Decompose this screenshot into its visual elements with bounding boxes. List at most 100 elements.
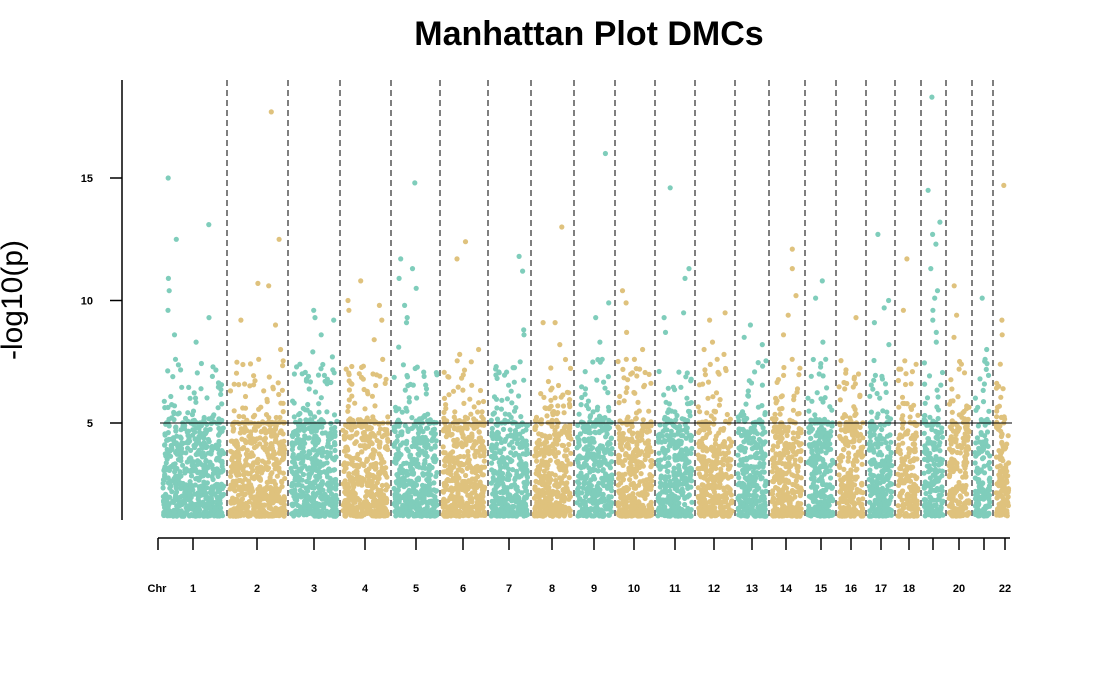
point-chr2 [233, 370, 240, 376]
point-chr4 [342, 498, 348, 504]
point-chr11 [656, 368, 662, 375]
point-chr5 [428, 446, 434, 452]
point-chr10 [620, 495, 626, 501]
point-chr4 [342, 503, 348, 509]
point-chr9 [595, 448, 601, 454]
point-chr11 [688, 400, 694, 406]
point-chr10 [627, 477, 633, 483]
point-chr4 [360, 363, 366, 369]
point-chr7 [512, 428, 519, 434]
point-chr6 [457, 453, 463, 460]
point-chr4 [380, 509, 386, 515]
point-chr4 [350, 417, 356, 423]
point-chr11 [668, 512, 675, 518]
point-chr3 [300, 405, 306, 411]
point-chr1 [219, 458, 225, 464]
point-chr11 [669, 408, 675, 414]
point-chr3 [303, 509, 309, 515]
point-chr7 [517, 455, 523, 461]
point-chr10 [634, 439, 640, 445]
point-chr2 [257, 488, 263, 494]
point-chr2 [234, 449, 240, 455]
point-chr5 [423, 391, 429, 397]
point-chr5 [394, 438, 400, 444]
point-chr2 [281, 450, 287, 456]
point-chr6 [460, 485, 466, 491]
point-chr10 [616, 457, 622, 464]
point-chr3 [309, 468, 315, 474]
point-chr10 [615, 482, 622, 488]
point-chr7 [513, 486, 519, 492]
point-chr4 [382, 513, 388, 519]
point-chr1 [185, 410, 191, 416]
point-chr2 [261, 388, 267, 394]
point-chr8 [555, 403, 561, 409]
point-chr9 [591, 491, 597, 497]
point-chr10 [640, 493, 646, 499]
point-chr8 [567, 404, 573, 410]
point-chr11 [665, 385, 671, 391]
point-chr3 [296, 512, 302, 518]
point-chr1 [172, 494, 178, 500]
point-chr1 [162, 431, 168, 437]
point-chr2 [227, 388, 234, 394]
point-chr9 [588, 507, 594, 513]
point-chr6 [480, 416, 486, 422]
point-chr3 [309, 429, 315, 435]
point-chr11 [667, 481, 673, 487]
point-chr2 [260, 467, 266, 473]
point-chr4 [385, 436, 391, 442]
point-chr5 [411, 456, 417, 462]
point-chr11 [675, 479, 681, 486]
point-chr7 [514, 513, 520, 519]
point-chr6 [452, 508, 459, 514]
point-chr3 [333, 498, 339, 504]
point-chr8 [546, 480, 553, 486]
point-chr11-top [662, 329, 669, 335]
point-chr8 [532, 486, 538, 492]
point-chr1-top [165, 275, 171, 281]
point-chr9 [592, 458, 598, 464]
point-chr9 [605, 404, 612, 410]
point-chr5 [431, 433, 437, 439]
point-chr1 [188, 469, 194, 475]
point-chr8 [542, 405, 548, 411]
point-chr1 [171, 411, 177, 417]
point-chr1 [208, 494, 214, 501]
point-chr7 [524, 474, 531, 480]
point-chr3 [327, 475, 333, 481]
point-chr5 [420, 429, 426, 435]
point-chr3 [317, 463, 323, 469]
point-chr5-top [402, 302, 408, 308]
point-chr7 [514, 440, 520, 446]
point-chr3 [288, 465, 294, 471]
point-chr6 [455, 384, 461, 390]
point-chr2 [257, 497, 263, 503]
point-chr6 [469, 382, 475, 388]
point-chr1 [171, 510, 177, 516]
point-chr7 [494, 441, 500, 447]
point-chr6 [450, 388, 457, 394]
point-chr10 [642, 440, 649, 446]
point-chr3 [314, 503, 320, 509]
point-chr1 [218, 469, 224, 475]
point-chr5 [432, 443, 438, 449]
point-chr4 [376, 475, 382, 481]
point-chr7 [497, 448, 503, 454]
point-chr2 [256, 467, 262, 473]
point-chr7 [507, 427, 513, 433]
point-chr5 [402, 492, 408, 498]
point-chr4 [342, 489, 348, 495]
point-chr6 [457, 418, 463, 424]
point-chr9 [577, 431, 584, 437]
point-chr3 [316, 513, 322, 519]
point-chr3 [318, 483, 324, 489]
point-chr11 [687, 513, 694, 519]
point-chr1 [168, 453, 174, 459]
point-chr9 [604, 461, 610, 467]
point-chr10 [623, 436, 630, 442]
point-chr5-top [398, 256, 404, 262]
point-chr7 [506, 492, 512, 498]
point-chr1 [192, 395, 199, 401]
point-chr5 [393, 479, 399, 485]
